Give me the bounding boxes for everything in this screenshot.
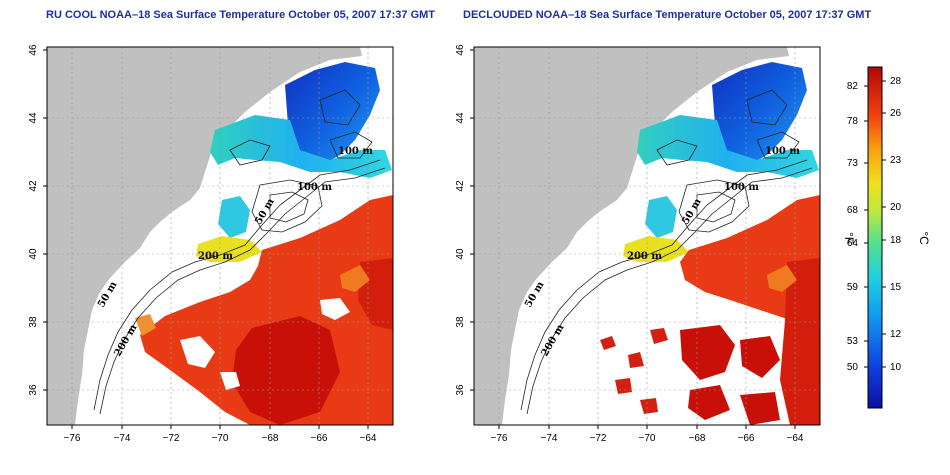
warm-water-region (232, 316, 340, 425)
x-tick-label: −70 (639, 433, 656, 444)
warm-water-region (780, 258, 820, 425)
celsius-unit-label: °C (917, 231, 931, 245)
y-tick-label: 44 (455, 112, 466, 124)
x-tick-label: −72 (163, 433, 180, 444)
y-tick-label: 38 (455, 316, 466, 328)
grid-lines (474, 47, 820, 425)
fahrenheit-tick: 82 (847, 81, 859, 92)
right-y-axis: 46 44 42 40 38 36 (455, 44, 474, 396)
y-tick-label: 40 (455, 248, 466, 260)
clouds (180, 298, 350, 390)
celsius-tick: 23 (890, 155, 902, 166)
warm-front (623, 236, 689, 262)
y-tick-label: 36 (28, 384, 39, 396)
land-mass (47, 47, 362, 425)
cool-water-region (637, 115, 819, 178)
left-map-panel: 100 m 50 m 200 m 50 m 200 m 100 m −76 −7… (28, 44, 394, 444)
fahrenheit-tick: 64 (847, 238, 859, 249)
left-x-axis: −76 −74 −72 −70 −68 −66 −64 (64, 425, 377, 444)
celsius-tick: 10 (890, 362, 902, 373)
celsius-tick: 26 (890, 108, 902, 119)
x-tick-label: −74 (114, 433, 131, 444)
cold-water-region (285, 62, 380, 168)
grid-lines (47, 47, 393, 425)
fahrenheit-tick: 59 (847, 282, 859, 293)
contour-label-100m: 100 m (297, 182, 332, 193)
warm-water-patch (600, 328, 668, 414)
warm-water-region (680, 195, 820, 330)
celsius-tick: 12 (890, 329, 902, 340)
colorbar: 82 78 73 68 64 59 53 50 28 26 23 20 18 1… (842, 66, 931, 409)
warm-water-patch (680, 325, 780, 425)
x-tick-label: −68 (689, 433, 706, 444)
x-tick-label: −76 (64, 433, 81, 444)
contour-label-100m: 100 m (724, 182, 759, 193)
celsius-tick: 20 (890, 202, 902, 213)
x-tick-label: −66 (738, 433, 755, 444)
celsius-tick: 15 (890, 282, 902, 293)
y-tick-label: 44 (28, 112, 39, 124)
coastal-warm-water (135, 314, 156, 336)
right-map-title: DECLOUDED NOAA–18 Sea Surface Temperatur… (463, 9, 872, 21)
colorbar-gradient (867, 66, 883, 409)
y-tick-label: 36 (455, 384, 466, 396)
fahrenheit-unit-label: °F (842, 232, 856, 244)
y-tick-label: 42 (28, 180, 39, 192)
fahrenheit-tick: 73 (847, 158, 859, 169)
warm-front (196, 236, 262, 262)
cold-water-region (712, 62, 807, 168)
contour-label-200m: 200 m (198, 251, 233, 262)
celsius-tick: 18 (890, 235, 902, 246)
left-map-title: RU COOL NOAA–18 Sea Surface Temperature … (46, 9, 436, 21)
fahrenheit-tick: 78 (847, 116, 859, 127)
x-tick-label: −68 (262, 433, 279, 444)
celsius-tick: 28 (890, 76, 902, 87)
left-y-axis: 46 44 42 40 38 36 (28, 44, 47, 396)
x-tick-label: −70 (212, 433, 229, 444)
y-tick-label: 46 (455, 44, 466, 56)
right-map-panel: 100 m 50 m 200 m 50 m 200 m 100 m −76 −7… (455, 44, 821, 444)
contour-label-200m: 200 m (627, 251, 662, 262)
contour-label-100m-north: 100 m (338, 146, 373, 157)
warm-water-patch (767, 265, 797, 292)
x-tick-label: −64 (360, 433, 377, 444)
cool-water-region (645, 196, 677, 238)
x-tick-label: −64 (787, 433, 804, 444)
x-tick-label: −66 (311, 433, 328, 444)
y-tick-label: 42 (455, 180, 466, 192)
fahrenheit-tick: 53 (847, 336, 859, 347)
cool-water-region (210, 115, 392, 178)
land-mass (474, 47, 789, 425)
fahrenheit-tick: 68 (847, 205, 859, 216)
contour-label-100m-north: 100 m (765, 146, 800, 157)
cool-water-region (218, 196, 250, 238)
y-tick-label: 38 (28, 316, 39, 328)
fahrenheit-tick: 50 (847, 362, 859, 373)
y-tick-label: 46 (28, 44, 39, 56)
x-tick-label: −76 (491, 433, 508, 444)
bathymetry-contours (520, 89, 813, 415)
x-tick-label: −72 (590, 433, 607, 444)
bathymetry-contours (93, 89, 386, 415)
warm-water-patch (340, 265, 370, 292)
y-tick-label: 40 (28, 248, 39, 260)
x-tick-label: −74 (541, 433, 558, 444)
right-x-axis: −76 −74 −72 −70 −68 −66 −64 (491, 425, 804, 444)
